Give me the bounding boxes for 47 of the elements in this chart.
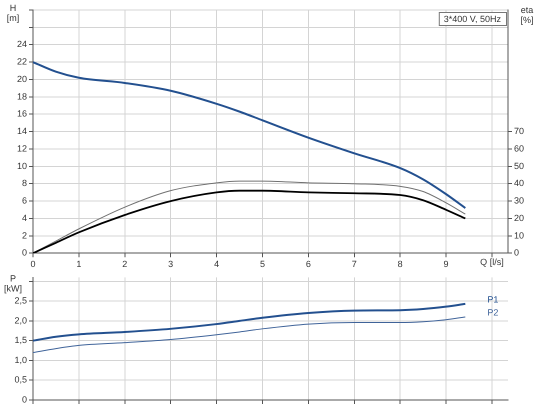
y-tick-label: 1,5: [14, 335, 27, 346]
y-tick-label: 6: [22, 196, 27, 206]
x-axis-title: Q [l/s]: [480, 257, 504, 268]
x-tick-label: 9: [444, 259, 449, 270]
text: P2: [487, 307, 498, 318]
annotation: 3*400 V, 50Hz: [444, 14, 502, 24]
x-tick-label: 6: [306, 259, 311, 270]
y-axis-title: H [m]: [6, 2, 20, 23]
y-tick-label: 0: [22, 248, 27, 258]
x-tick-label: 4: [214, 259, 220, 270]
y2-tick-label: 40: [514, 178, 524, 188]
line-series: [33, 316, 466, 354]
text: P1: [487, 294, 498, 304]
y2-tick-label: 50: [514, 160, 524, 171]
x-tick-label: 1: [76, 259, 82, 270]
y-tick-label: 20: [16, 74, 27, 84]
y-tick-label: 0: [22, 394, 27, 404]
x-tick-label: 8: [398, 259, 403, 270]
y-tick-label: 14: [16, 126, 27, 136]
y-tick-label: 1,0: [14, 354, 27, 365]
y-tick-label: 18: [16, 91, 27, 102]
y2-tick-label: 70: [514, 126, 524, 136]
y-tick-label: 2: [22, 230, 27, 240]
y-tick-label: 12: [16, 143, 27, 154]
y-tick-label: 8: [22, 178, 27, 188]
y-tick-label: 0,5: [14, 374, 27, 385]
y-tick-label: 4: [22, 212, 27, 223]
x-tick-label: 2: [122, 259, 128, 270]
y-tick-label: 16: [16, 108, 27, 119]
y2-tick-label: 0: [514, 248, 520, 258]
y2-tick-label: 60: [514, 143, 524, 154]
y-tick-label: 2,5: [14, 296, 27, 306]
x-tick-label: 7: [352, 259, 357, 270]
y-tick-label: 22: [16, 56, 27, 67]
y2-tick-label: 30: [514, 196, 524, 206]
x-tick-label: 5: [260, 259, 265, 270]
y-tick-label: 2,0: [14, 315, 27, 326]
y-tick-label: 24: [16, 39, 27, 50]
x-tick-label: 3: [168, 259, 174, 270]
y-tick-label: 10: [16, 160, 27, 171]
x-tick-label: 0: [30, 259, 36, 270]
y-axis-title: P [kW]: [4, 273, 22, 294]
line-series: [33, 302, 466, 342]
y2-tick-label: 20: [514, 212, 524, 223]
y2-tick-label: 10: [514, 230, 524, 240]
y2-axis-title: eta [%]: [520, 4, 534, 25]
line-series: [33, 61, 466, 210]
